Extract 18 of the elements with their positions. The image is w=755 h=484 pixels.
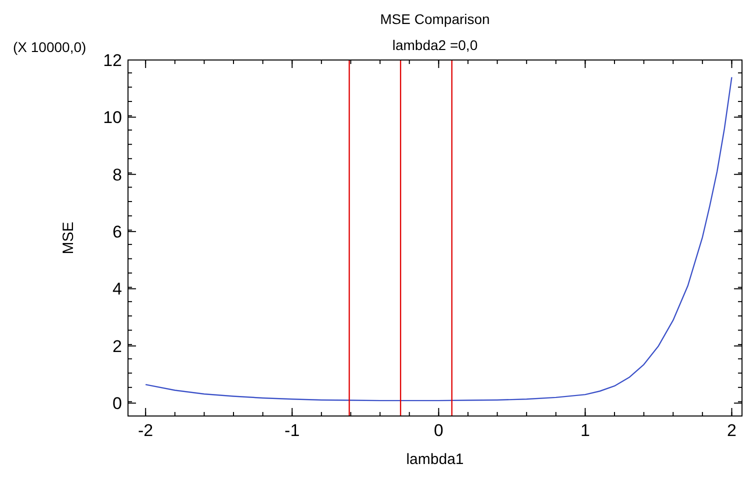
- y-tick-label: 8: [112, 165, 122, 184]
- x-tick-label: 1: [580, 421, 590, 440]
- x-tick-label: 2: [727, 421, 736, 440]
- y-axis-title: MSE: [60, 222, 77, 254]
- x-tick-label: -1: [284, 421, 300, 440]
- chart-title: MSE Comparison: [380, 11, 490, 27]
- y-tick-label: 12: [103, 50, 122, 70]
- x-tick-label: 0: [434, 421, 444, 440]
- line-series: [144, 76, 732, 402]
- y-tick-label: 4: [112, 280, 122, 299]
- text: (X 10000,0): [13, 39, 86, 55]
- chart-subtitle: lambda2 =0,0: [392, 37, 478, 53]
- x-tick-label: -2: [138, 421, 154, 440]
- y-tick-label: 10: [103, 108, 122, 128]
- x-axis-title: lambda1: [406, 451, 464, 468]
- y-tick-label: 6: [112, 222, 122, 242]
- y-tick-label: 0: [112, 394, 122, 414]
- y-tick-label: 2: [112, 336, 122, 356]
